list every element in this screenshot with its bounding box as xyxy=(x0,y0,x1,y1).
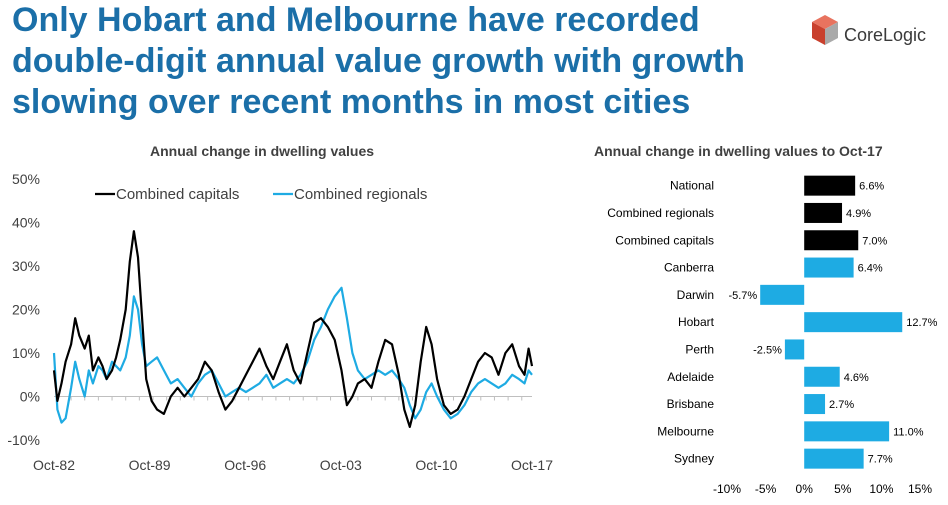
x-tick-label: 0% xyxy=(796,482,814,496)
category-label: Melbourne xyxy=(657,424,714,438)
logo-text: CoreLogic xyxy=(844,25,927,45)
category-label: Adelaide xyxy=(667,370,714,384)
category-label: Darwin xyxy=(677,288,714,302)
data-label: 11.0% xyxy=(893,426,924,438)
bar xyxy=(804,175,856,196)
x-tick-label: Oct-96 xyxy=(224,457,266,473)
line-chart-title: Annual change in dwelling values xyxy=(150,143,375,159)
bar xyxy=(804,448,864,469)
series-line-combined-capitals xyxy=(52,230,534,428)
category-label: Canberra xyxy=(664,261,714,275)
bar xyxy=(784,339,805,360)
category-label: Combined capitals xyxy=(615,233,714,247)
x-tick-label: Oct-17 xyxy=(511,457,553,473)
bar-chart-title: Annual change in dwelling values to Oct-… xyxy=(594,143,883,159)
x-tick-label: Oct-82 xyxy=(33,457,75,473)
headline: Only Hobart and Melbourne have recorded … xyxy=(12,1,745,121)
bar xyxy=(804,366,840,387)
bar xyxy=(804,394,826,415)
data-label: 4.9% xyxy=(846,208,871,220)
x-tick-label: -10% xyxy=(713,482,741,496)
x-tick-label: -5% xyxy=(755,482,777,496)
data-label: 6.6% xyxy=(859,181,884,193)
category-label: Perth xyxy=(685,342,714,356)
y-tick-label: 30% xyxy=(12,258,40,274)
x-tick-label: 15% xyxy=(908,482,932,496)
y-tick-label: 20% xyxy=(12,302,40,318)
bar xyxy=(804,202,843,223)
y-tick-label: -10% xyxy=(7,432,40,448)
x-tick-label: 5% xyxy=(834,482,852,496)
data-label: 6.4% xyxy=(858,263,883,275)
category-label: National xyxy=(670,179,714,193)
x-tick-label: Oct-89 xyxy=(129,457,171,473)
bar xyxy=(760,284,805,305)
category-label: Brisbane xyxy=(667,397,715,411)
category-label: Combined regionals xyxy=(607,206,714,220)
y-tick-label: 0% xyxy=(20,389,40,405)
bar xyxy=(804,421,890,442)
legend-label: Combined regionals xyxy=(294,186,427,203)
y-tick-label: 50% xyxy=(12,171,40,187)
data-label: 7.7% xyxy=(868,454,893,466)
y-tick-label: 10% xyxy=(12,345,40,361)
legend-label: Combined capitals xyxy=(116,186,239,203)
x-tick-label: Oct-10 xyxy=(415,457,457,473)
corelogic-logo: CoreLogic xyxy=(808,14,938,54)
y-tick-label: 40% xyxy=(12,215,40,231)
category-label: Sydney xyxy=(674,452,714,466)
bar xyxy=(804,230,859,251)
data-label: 12.7% xyxy=(906,317,937,329)
corelogic-cube-icon xyxy=(812,15,838,45)
category-label: Hobart xyxy=(678,315,715,329)
bar xyxy=(804,312,903,333)
x-tick-label: Oct-03 xyxy=(320,457,362,473)
data-label: 4.6% xyxy=(844,372,869,384)
data-label: 2.7% xyxy=(829,399,854,411)
data-label: -2.5% xyxy=(753,344,782,356)
bar xyxy=(804,257,854,278)
data-label: 7.0% xyxy=(862,235,887,247)
x-tick-label: 10% xyxy=(869,482,893,496)
data-label: -5.7% xyxy=(728,290,757,302)
